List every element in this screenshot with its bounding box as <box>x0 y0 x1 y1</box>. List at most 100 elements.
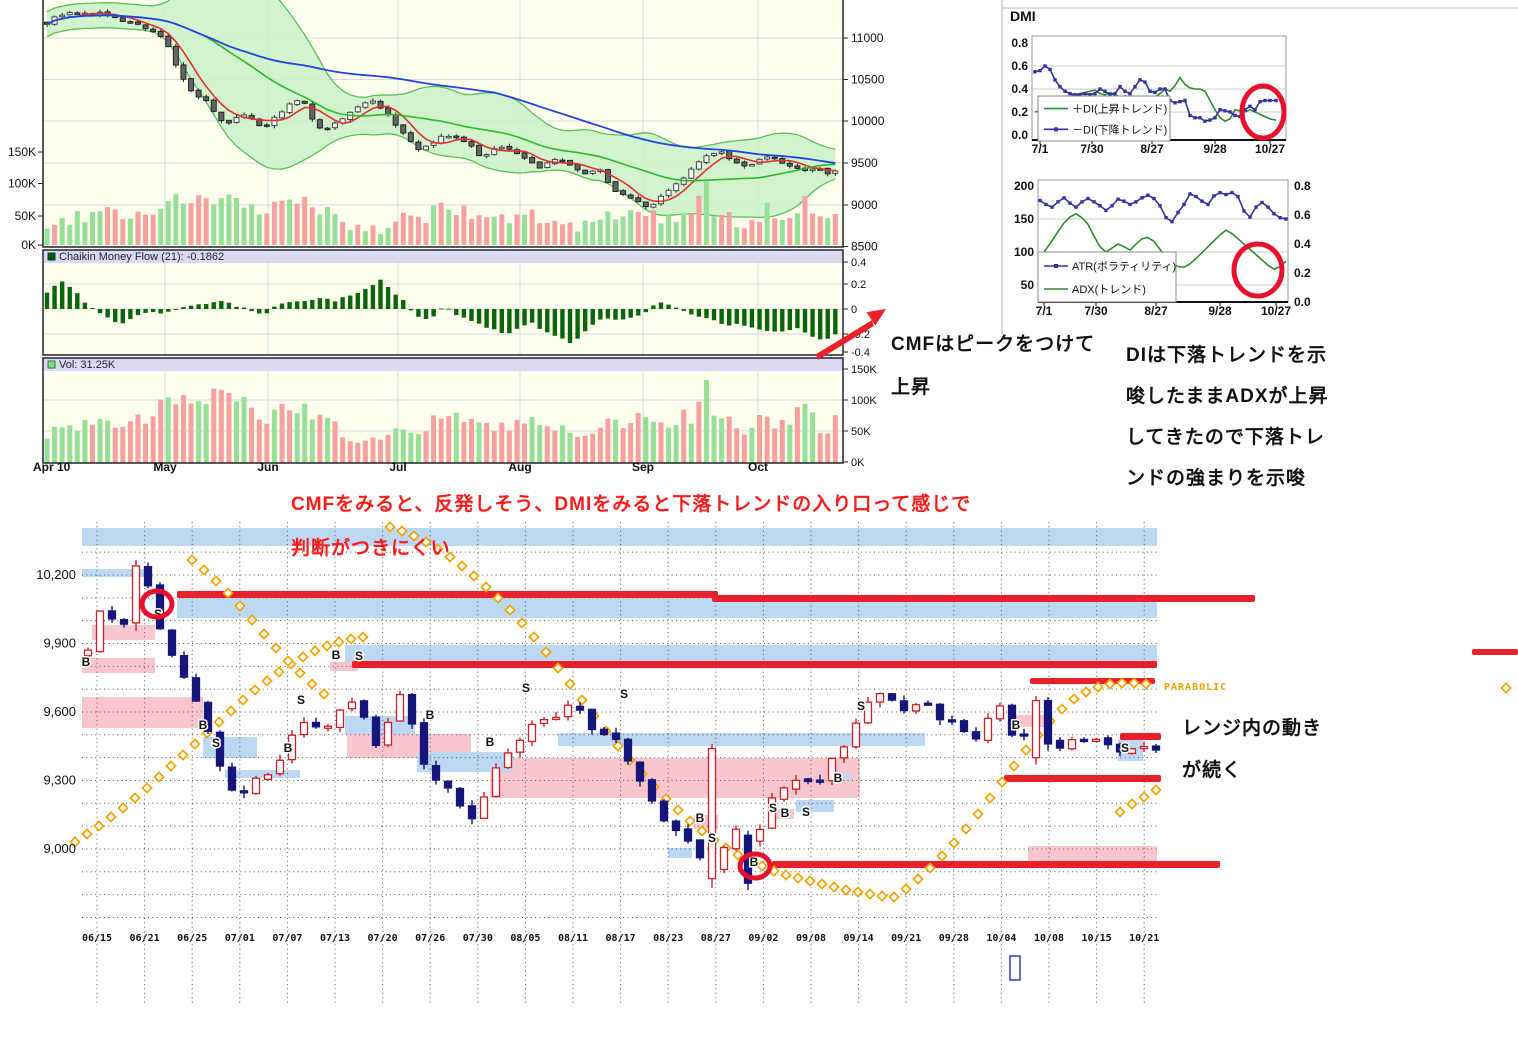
svg-text:S: S <box>212 736 220 750</box>
svg-text:7/30: 7/30 <box>1080 142 1104 156</box>
svg-text:200: 200 <box>1014 179 1034 193</box>
svg-text:0.8: 0.8 <box>1011 36 1028 50</box>
di-annotation-line4: ンドの強まりを示唆 <box>1126 468 1307 489</box>
parabolic-sar-dots <box>69 521 1512 903</box>
svg-text:10/27: 10/27 <box>1255 142 1285 156</box>
svg-text:B: B <box>750 855 759 869</box>
zone-blue <box>796 800 834 812</box>
svg-text:B: B <box>332 648 341 662</box>
svg-text:B: B <box>82 655 91 669</box>
svg-text:Jun: Jun <box>257 460 278 474</box>
di-annotation-line1: DIは下落トレンドを示 <box>1126 345 1328 366</box>
dmi-chart: 0.8 0.6 0.4 0.2 0.0 7/1 7/30 8/27 9/28 10/27 ＋DI(上… <box>1011 35 1287 156</box>
svg-text:10000: 10000 <box>851 114 885 128</box>
svg-text:10/27: 10/27 <box>1261 304 1291 318</box>
range-annotation-line2: が続く <box>1182 760 1243 781</box>
svg-text:150K: 150K <box>851 364 877 376</box>
zone-pink <box>330 662 358 671</box>
svg-text:08/27: 08/27 <box>701 933 731 944</box>
atr-adx-chart-series-0 <box>1038 190 1288 224</box>
svg-text:0: 0 <box>851 304 857 316</box>
atr-adx-chart-highlight-circle <box>1231 241 1285 299</box>
atr-adx-chart-legend: ATR(ボラティリティ) ADX(トレンド) <box>1037 251 1177 303</box>
svg-text:150: 150 <box>1014 212 1034 226</box>
svg-text:9,600: 9,600 <box>43 704 76 719</box>
svg-text:B: B <box>426 708 435 722</box>
svg-text:ATR(ボラティリティ): ATR(ボラティリティ) <box>1072 260 1176 273</box>
svg-text:S: S <box>769 801 777 815</box>
di-annotation-line3: してきたので下落トレ <box>1126 427 1325 448</box>
svg-text:0.0: 0.0 <box>1294 295 1311 309</box>
zone-blue <box>417 752 513 772</box>
cmf-annotation-line1: CMFはピークをつけて <box>891 334 1096 355</box>
svg-text:0.6: 0.6 <box>1011 59 1028 73</box>
svg-text:－DI(下降トレンド): －DI(下降トレンド) <box>1072 122 1167 136</box>
bottom-candles <box>83 560 1161 891</box>
svg-text:07/07: 07/07 <box>272 933 302 944</box>
moving-averages <box>46 12 836 203</box>
svg-text:11000: 11000 <box>851 31 884 45</box>
cmf-bars <box>44 279 838 344</box>
bottom-highlight-circle-1 <box>737 851 773 881</box>
svg-text:S: S <box>297 693 305 707</box>
dmi-chart-series-1 <box>1033 64 1278 123</box>
svg-text:B: B <box>696 811 705 825</box>
panel-headers: Chaikin Money Flow (21): -0.1862 Vol: 31.… <box>47 251 224 371</box>
svg-text:S: S <box>802 805 810 819</box>
svg-text:50: 50 <box>1021 278 1035 292</box>
bottom-axes: 10,200 9,900 9,600 9,300 9,000 06/15 06/21 06/2… <box>36 567 1159 944</box>
svg-text:07/01: 07/01 <box>225 933 255 944</box>
zone-pink <box>1028 846 1157 861</box>
dmi-chart-legend: ＋DI(上昇トレンド) －DI(下降トレンド) <box>1037 95 1171 142</box>
dmi-chart-axes: 0.8 0.6 0.4 0.2 0.0 7/1 7/30 8/27 9/28 10/27 <box>1011 36 1285 156</box>
svg-text:B: B <box>834 771 843 785</box>
judgement-annotation-line1: CMFをみると、反発しそう、DMIをみると下落トレンドの入り口って感じで <box>291 494 972 515</box>
svg-text:06/25: 06/25 <box>177 933 207 944</box>
volume-panel-bars <box>44 379 838 463</box>
svg-text:10/21: 10/21 <box>1129 933 1159 944</box>
svg-text:0.4: 0.4 <box>851 257 866 269</box>
svg-text:S: S <box>708 831 716 845</box>
svg-text:S: S <box>857 699 865 713</box>
svg-text:0.4: 0.4 <box>1294 237 1311 251</box>
parabolic-label: PARABOLIC <box>1164 682 1228 693</box>
svg-text:Sep: Sep <box>632 460 654 474</box>
svg-text:S: S <box>355 649 363 663</box>
svg-text:9,900: 9,900 <box>43 635 76 650</box>
svg-text:100K: 100K <box>8 177 36 191</box>
svg-text:S: S <box>620 687 628 701</box>
svg-text:B: B <box>284 741 293 755</box>
svg-text:50K: 50K <box>851 426 871 438</box>
svg-text:Jul: Jul <box>389 460 406 474</box>
dmi-section-title: DMI <box>1010 8 1036 24</box>
svg-text:09/02: 09/02 <box>748 933 778 944</box>
judgement-annotation-line2: 判断がつきにくい <box>291 538 451 559</box>
svg-text:B: B <box>1012 718 1021 732</box>
svg-text:06/21: 06/21 <box>130 933 160 944</box>
svg-text:100: 100 <box>1014 245 1034 259</box>
svg-text:06/15: 06/15 <box>82 933 112 944</box>
zone-blue <box>833 774 852 780</box>
zone-pink <box>490 758 860 798</box>
svg-text:10/15: 10/15 <box>1082 933 1112 944</box>
zone-pink <box>82 697 203 728</box>
zone-blue <box>558 733 925 746</box>
range-annotation-line1: レンジ内の動き <box>1182 718 1323 739</box>
svg-text:10,200: 10,200 <box>36 567 76 582</box>
top-chart-axes: 11000 10500 10000 9500 9000 8500 150K 100K 50K 0K… <box>8 31 885 474</box>
svg-text:9,000: 9,000 <box>43 841 76 856</box>
svg-text:07/20: 07/20 <box>368 933 398 944</box>
cmf-annotation-line2: 上昇 <box>891 377 932 398</box>
svg-text:9/28: 9/28 <box>1203 142 1227 156</box>
svg-text:7/1: 7/1 <box>1032 142 1049 156</box>
svg-text:09/14: 09/14 <box>844 933 874 944</box>
di-annotation-line2: 唆したままADXが上昇 <box>1126 386 1329 407</box>
svg-text:Aug: Aug <box>508 460 531 474</box>
zone-pink <box>82 658 155 673</box>
svg-text:0.2: 0.2 <box>851 279 866 291</box>
atr-adx-chart-axes: 200 150 100 50 0.8 0.6 0.4 0.2 0.0 7/1 7/30 8/27 9/2… <box>1014 179 1311 318</box>
svg-text:0K: 0K <box>21 238 36 252</box>
